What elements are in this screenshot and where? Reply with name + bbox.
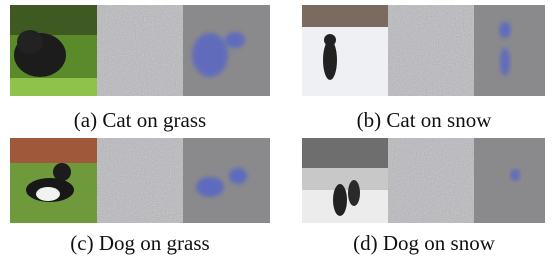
dog-patch: [36, 187, 60, 201]
grass: [10, 78, 97, 96]
attention-map: [474, 138, 545, 223]
caption: (c) Dog on grass: [70, 231, 209, 255]
panel-b: (b) Cat on snow: [302, 5, 545, 132]
dog-2: [348, 180, 360, 206]
photo-bg: [302, 138, 388, 168]
dog-1: [333, 184, 347, 216]
panel-c: (c) Dog on grass: [10, 138, 270, 255]
figure: (a) Cat on grass (b) Cat on snow (c) Dog…: [0, 0, 552, 258]
dog-head: [53, 163, 71, 181]
cat-head: [324, 34, 336, 46]
caption: (d) Dog on snow: [353, 231, 496, 255]
cat-head: [17, 30, 43, 54]
photo-bg: [302, 5, 388, 27]
photo-bg: [10, 5, 97, 35]
caption: (b) Cat on snow: [357, 108, 493, 132]
attention-map: [474, 5, 545, 96]
gradient-map: [97, 5, 183, 96]
panel-a: (a) Cat on grass: [10, 5, 270, 132]
attention-map: [183, 138, 270, 223]
gradient-map: [388, 138, 474, 223]
caption: (a) Cat on grass: [74, 108, 206, 132]
attention-blobs: [510, 169, 520, 181]
photo-bg: [10, 138, 97, 163]
gradient-map: [388, 5, 474, 96]
gradient-map: [97, 138, 183, 223]
panel-d: (d) Dog on snow: [302, 138, 545, 255]
